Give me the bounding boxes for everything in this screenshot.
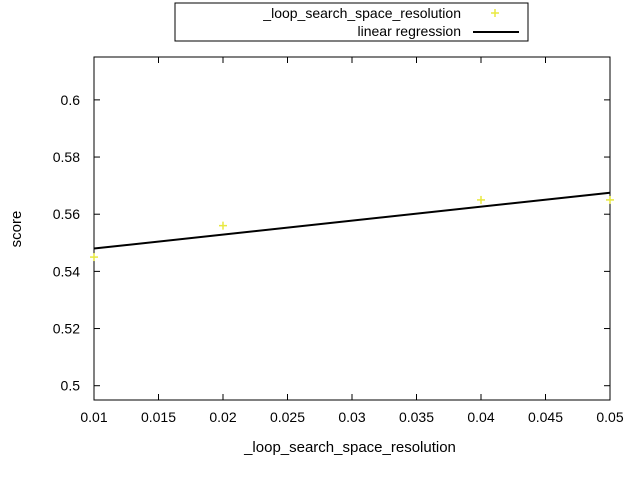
y-tick-label: 0.54 (53, 263, 80, 279)
legend-box (174, 2, 529, 42)
legend-label-points: _loop_search_space_resolution (262, 5, 461, 21)
y-axis: 0.5 0.52 0.54 0.56 0.58 0.6 (53, 92, 610, 394)
y-tick-label: 0.52 (53, 321, 80, 337)
x-tick-label: 0.02 (209, 409, 236, 425)
x-tick-label: 0.025 (270, 409, 305, 425)
data-point (477, 195, 485, 204)
x-tick-label: 0.045 (528, 409, 563, 425)
y-tick-label: 0.6 (61, 92, 81, 108)
x-tick-label: 0.015 (141, 409, 176, 425)
regression-line (93, 191, 611, 250)
x-tick-label: 0.03 (338, 409, 365, 425)
plot-area-frame (93, 56, 611, 401)
y-tick-label: 0.5 (61, 378, 81, 394)
legend: _loop_search_space_resolution linear reg… (174, 2, 529, 42)
data-point (90, 253, 98, 262)
x-axis-label: _loop_search_space_resolution (243, 439, 456, 456)
plot-series (90, 191, 614, 262)
data-point (219, 221, 227, 230)
x-tick-label: 0.01 (80, 409, 107, 425)
x-axis: 0.01 0.015 0.02 0.025 0.03 0.035 0.04 0.045 0.05 (80, 57, 624, 425)
legend-marker-points (491, 9, 499, 17)
y-tick-label: 0.56 (53, 206, 80, 222)
y-axis-label: score (8, 211, 25, 248)
y-tick-label: 0.58 (53, 149, 80, 165)
legend-label-regression: linear regression (358, 23, 462, 39)
x-tick-label: 0.05 (596, 409, 623, 425)
x-tick-label: 0.04 (467, 409, 494, 425)
data-point (606, 195, 614, 204)
x-tick-label: 0.035 (399, 409, 434, 425)
